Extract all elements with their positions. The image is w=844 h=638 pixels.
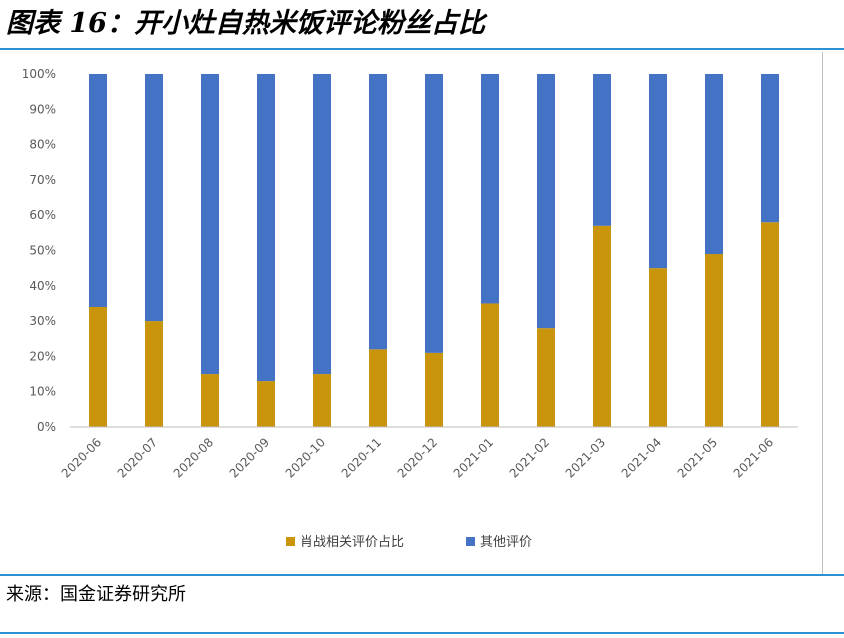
- bar-segment-other: [145, 74, 163, 322]
- legend: 肖战相关评价占比 其他评价: [286, 535, 532, 550]
- bar-segment-xiaozhan: [481, 303, 499, 427]
- y-tick-label: 50%: [29, 244, 56, 258]
- y-tick-label: 40%: [29, 279, 56, 293]
- bar-segment-xiaozhan: [369, 349, 387, 427]
- y-tick-label: 100%: [22, 67, 56, 81]
- bar-segment-other: [537, 74, 555, 329]
- bar-segment-other: [593, 74, 611, 226]
- source-note: 来源：国金证券研究所: [6, 584, 186, 605]
- bar-segment-other: [481, 74, 499, 304]
- legend-swatch: [286, 537, 295, 546]
- top-rule: [0, 48, 844, 50]
- x-tick-label: 2021-06: [731, 435, 776, 480]
- x-tick-label: 2020-08: [171, 435, 216, 480]
- x-tick-label: 2020-11: [339, 435, 384, 480]
- bar-segment-xiaozhan: [89, 306, 107, 427]
- bar-segment-xiaozhan: [145, 321, 163, 427]
- bar-segment-xiaozhan: [425, 352, 443, 427]
- x-axis: 2020-06 2020-07 2020-08 2020-09 2020-10 2020-…: [59, 435, 776, 480]
- chart-panel-border: [822, 52, 823, 574]
- y-tick-label: 0%: [37, 420, 56, 434]
- y-tick-label: 20%: [29, 349, 56, 363]
- source-rule-top: [0, 574, 844, 576]
- x-tick-label: 2020-10: [283, 435, 328, 480]
- legend-label: 其他评价: [480, 535, 532, 550]
- bar-segment-xiaozhan: [537, 328, 555, 427]
- bar-segment-other: [649, 74, 667, 269]
- x-tick-label: 2021-05: [675, 435, 720, 480]
- bar-segment-xiaozhan: [761, 222, 779, 427]
- bar-segment-other: [89, 74, 107, 307]
- legend-label: 肖战相关评价占比: [300, 535, 404, 550]
- bars: [89, 74, 779, 427]
- bar-segment-other: [705, 74, 723, 255]
- x-tick-label: 2020-12: [395, 435, 440, 480]
- y-tick-label: 80%: [29, 138, 56, 152]
- legend-swatch: [466, 537, 475, 546]
- stacked-bar-chart: 0% 10% 20% 30% 40% 50% 60% 70% 80% 90% 100% 2020-0…: [22, 67, 798, 550]
- x-tick-label: 2020-06: [59, 435, 104, 480]
- figure-title: 图表 16：开小灶自热米饭评论粉丝占比: [6, 8, 485, 39]
- y-tick-label: 30%: [29, 314, 56, 328]
- x-tick-label: 2021-04: [619, 435, 664, 480]
- bar-segment-other: [369, 74, 387, 350]
- bar-segment-other: [313, 74, 331, 375]
- bar-segment-xiaozhan: [593, 225, 611, 427]
- x-tick-label: 2021-03: [563, 435, 608, 480]
- y-tick-label: 70%: [29, 173, 56, 187]
- bar-segment-xiaozhan: [313, 374, 331, 427]
- y-tick-label: 10%: [29, 385, 56, 399]
- bar-segment-other: [201, 74, 219, 375]
- bottom-rule: [0, 632, 844, 634]
- bar-segment-other: [425, 74, 443, 353]
- bar-segment-xiaozhan: [257, 381, 275, 427]
- x-tick-label: 2020-09: [227, 435, 272, 480]
- y-tick-label: 60%: [29, 208, 56, 222]
- bar-segment-other: [257, 74, 275, 382]
- x-tick-label: 2021-01: [451, 435, 496, 480]
- x-tick-label: 2020-07: [115, 435, 160, 480]
- bar-segment-xiaozhan: [705, 254, 723, 427]
- x-tick-label: 2021-02: [507, 435, 552, 480]
- bar-segment-other: [761, 74, 779, 223]
- y-axis: 0% 10% 20% 30% 40% 50% 60% 70% 80% 90% 100%: [22, 67, 56, 434]
- bar-segment-xiaozhan: [201, 374, 219, 427]
- bar-segment-xiaozhan: [649, 268, 667, 427]
- y-tick-label: 90%: [29, 102, 56, 116]
